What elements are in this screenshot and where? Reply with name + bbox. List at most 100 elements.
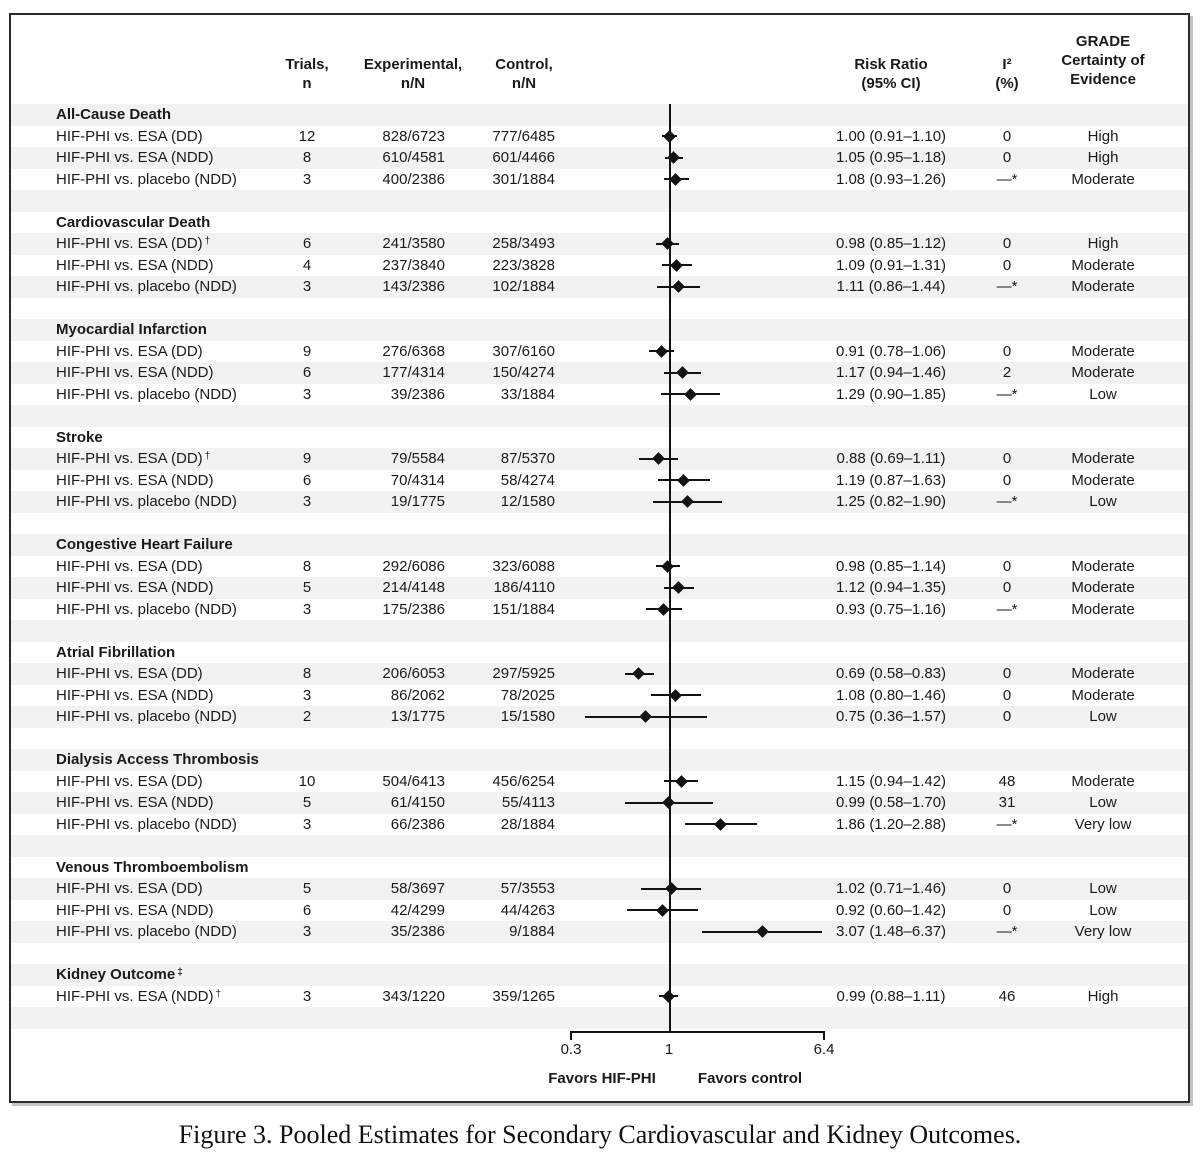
control-events: 28/1884 — [500, 815, 555, 833]
point-estimate-diamond — [674, 774, 688, 788]
experimental-events: 58/3697 — [390, 880, 445, 897]
control-events: 601/4466 — [492, 149, 555, 166]
i2-value: —* — [996, 170, 1018, 188]
risk-ratio-value: 0.99 (0.58–1.70) — [835, 794, 947, 811]
grade-value: Low — [1089, 794, 1117, 811]
risk-ratio-value: 1.29 (0.90–1.85) — [835, 385, 947, 403]
control-events: 223/3828 — [492, 256, 555, 274]
control-events: 151/1884 — [492, 600, 555, 618]
grade-value: Very low — [1074, 815, 1132, 833]
grade-value: Moderate — [1071, 600, 1135, 618]
i2-value: 31 — [998, 794, 1016, 811]
risk-ratio-value: 1.00 (0.91–1.10) — [835, 127, 947, 145]
outcome-label: HIF-PHI vs. ESA (DD) — [56, 127, 203, 145]
experimental-events: 504/6413 — [382, 772, 445, 790]
experimental-events: 13/1775 — [390, 708, 445, 725]
column-header-line: n — [302, 75, 312, 92]
trials-count: 9 — [302, 342, 312, 360]
spacer-row — [11, 943, 1188, 965]
experimental-events: 206/6053 — [382, 665, 445, 682]
control-events: 150/4274 — [492, 364, 555, 381]
outcome-label: HIF-PHI vs. placebo (NDD) — [56, 923, 237, 940]
footnote-marker: † — [215, 988, 222, 1000]
spacer-row — [11, 1007, 1188, 1029]
trials-count: 3 — [302, 170, 312, 188]
column-header-experimental: Experimental, n/N — [343, 55, 483, 93]
spacer-row — [11, 405, 1188, 427]
risk-ratio-value: 0.98 (0.85–1.14) — [835, 557, 947, 575]
i2-value: 0 — [1002, 880, 1012, 897]
outcome-label: HIF-PHI vs. ESA (NDD) † — [56, 987, 222, 1005]
section-title: Atrial Fibrillation — [56, 643, 176, 661]
outcome-label: HIF-PHI vs. ESA (DD) — [56, 342, 203, 360]
outcome-row: HIF-PHI vs. ESA (NDD) † 3 343/1220 359/1265 0… — [11, 986, 1188, 1008]
grade-value: Low — [1089, 385, 1117, 403]
section-header-row: Kidney Outcome ‡ — [11, 964, 1188, 986]
trials-count: 9 — [302, 450, 312, 467]
column-header-grade: GRADE Certainty of Evidence — [1023, 32, 1183, 89]
trials-count: 4 — [302, 256, 312, 274]
section-title: Venous Thromboembolism — [56, 858, 249, 876]
section-header-row: Venous Thromboembolism — [11, 857, 1188, 879]
outcome-row: HIF-PHI vs. ESA (NDD) 4 237/3840 223/3828 1.… — [11, 255, 1188, 277]
section-header-row: Congestive Heart Failure — [11, 534, 1188, 556]
experimental-events: 42/4299 — [390, 901, 445, 919]
i2-value: 0 — [1002, 471, 1012, 489]
risk-ratio-value: 1.08 (0.80–1.46) — [835, 686, 947, 704]
risk-ratio-value: 0.75 (0.36–1.57) — [835, 708, 947, 725]
spacer-row — [11, 728, 1188, 750]
grade-value: High — [1087, 987, 1119, 1005]
point-estimate-diamond — [632, 667, 646, 681]
risk-ratio-value: 1.12 (0.94–1.35) — [835, 579, 947, 596]
section-header-row: Stroke — [11, 427, 1188, 449]
outcome-row: HIF-PHI vs. ESA (NDD) 6 70/4314 58/4274 1.19… — [11, 470, 1188, 492]
grade-value: High — [1087, 127, 1119, 145]
risk-ratio-value: 1.86 (1.20–2.88) — [835, 815, 947, 833]
column-header-line: n/N — [400, 75, 426, 92]
i2-value: 0 — [1002, 235, 1012, 252]
outcome-row: HIF-PHI vs. placebo (NDD) 3 143/2386 102/18… — [11, 276, 1188, 298]
trials-count: 3 — [302, 987, 312, 1005]
i2-value: —* — [996, 815, 1018, 833]
trials-count: 3 — [302, 815, 312, 833]
trials-count: 3 — [302, 600, 312, 618]
point-estimate-diamond — [677, 473, 691, 487]
experimental-events: 292/6086 — [382, 557, 445, 575]
outcome-label: HIF-PHI vs. ESA (DD) — [56, 772, 203, 790]
trials-count: 6 — [302, 471, 312, 489]
risk-ratio-value: 1.11 (0.86–1.44) — [836, 278, 946, 295]
section-header-row: Dialysis Access Thrombosis — [11, 749, 1188, 771]
outcome-row: HIF-PHI vs. ESA (NDD) 3 86/2062 78/2025 1.08… — [11, 685, 1188, 707]
grade-value: Moderate — [1071, 579, 1135, 596]
outcome-label: HIF-PHI vs. ESA (DD) — [56, 665, 203, 682]
outcome-row: HIF-PHI vs. ESA (NDD) 8 610/4581 601/4466 1.… — [11, 147, 1188, 169]
reference-line-rr-1 — [668, 104, 671, 1033]
column-header-trials: Trials, n — [237, 55, 377, 93]
i2-value: 0 — [1002, 665, 1012, 682]
outcome-label: HIF-PHI vs. placebo (NDD) — [56, 170, 237, 188]
experimental-events: 343/1220 — [382, 987, 445, 1005]
trials-count: 3 — [302, 923, 312, 940]
section-title: Cardiovascular Death — [56, 213, 211, 231]
risk-ratio-value: 1.17 (0.94–1.46) — [835, 364, 947, 381]
outcome-row: HIF-PHI vs. ESA (DD) 8 206/6053 297/5925 0.6… — [11, 663, 1188, 685]
footnote-marker: † — [204, 236, 211, 247]
trials-count: 3 — [302, 493, 312, 510]
point-estimate-diamond — [670, 258, 683, 272]
grade-value: Moderate — [1071, 665, 1135, 682]
experimental-events: 70/4314 — [390, 471, 445, 489]
control-events: 33/1884 — [500, 385, 555, 403]
grade-value: Moderate — [1071, 278, 1135, 295]
grade-value: Moderate — [1071, 772, 1135, 790]
figure-caption: Figure 3. Pooled Estimates for Secondary… — [178, 1120, 1022, 1149]
outcome-row: HIF-PHI vs. placebo (NDD) 3 400/2386 301/18… — [11, 169, 1188, 191]
trials-count: 6 — [302, 235, 312, 252]
experimental-events: 61/4150 — [390, 794, 445, 811]
outcome-label: HIF-PHI vs. ESA (NDD) — [56, 794, 214, 811]
point-estimate-diamond — [681, 495, 695, 509]
risk-ratio-value: 0.99 (0.88–1.11) — [836, 987, 946, 1005]
outcome-label: HIF-PHI vs. placebo (NDD) — [56, 493, 237, 510]
point-estimate-diamond — [672, 581, 686, 595]
grade-value: High — [1087, 149, 1119, 166]
control-events: 307/6160 — [492, 342, 555, 360]
